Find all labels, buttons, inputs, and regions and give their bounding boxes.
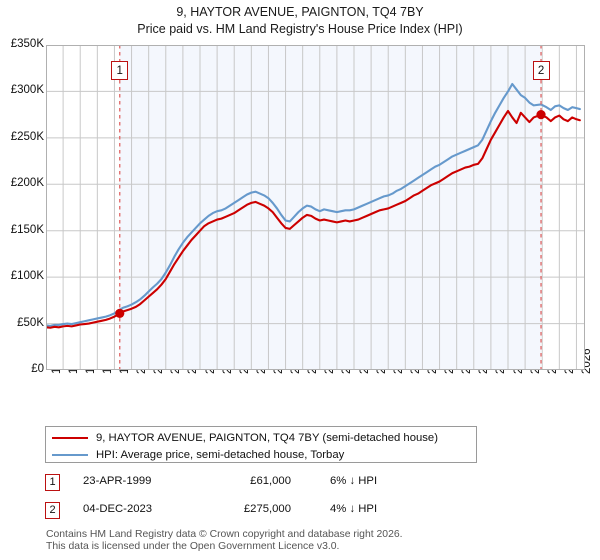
transaction-date-1: 23-APR-1999 (83, 475, 152, 487)
y-axis-tick-label: £100K (10, 270, 44, 283)
y-axis-tick-label: £300K (10, 84, 44, 97)
y-axis-tick-label: £350K (10, 38, 44, 50)
page-title: 9, HAYTOR AVENUE, PAIGNTON, TQ4 7BY Pric… (0, 4, 600, 38)
chart-plot-area (46, 45, 585, 370)
table-row: 2 04-DEC-2023 £275,000 4% ↓ HPI (45, 502, 485, 522)
chart-legend: 9, HAYTOR AVENUE, PAIGNTON, TQ4 7BY (sem… (45, 426, 477, 463)
page-title-subtitle: Price paid vs. HM Land Registry's House … (137, 22, 463, 36)
y-axis-labels: £0 £50K £100K £150K £200K £250K £300K £350K (0, 0, 44, 560)
page-title-line1: 9, HAYTOR AVENUE, PAIGNTON, TQ4 7BY (176, 5, 424, 19)
transaction-hpi-delta-1: 6% ↓ HPI (330, 475, 378, 487)
y-axis-tick-label: £0 (31, 363, 44, 375)
legend-swatch-hpi (52, 453, 88, 456)
transaction-badge-1: 1 (45, 474, 60, 491)
chart-marker-1: 1 (111, 61, 129, 80)
y-axis-tick-label: £250K (10, 130, 44, 143)
chart-marker-2: 2 (532, 61, 550, 80)
footer-line-1: Contains HM Land Registry data © Crown c… (46, 529, 403, 540)
legend-swatch-property (52, 436, 88, 439)
transaction-badge-2: 2 (45, 502, 60, 519)
legend-label-property: 9, HAYTOR AVENUE, PAIGNTON, TQ4 7BY (sem… (96, 431, 438, 444)
transaction-price-2: £275,000 (243, 503, 291, 515)
transaction-price-1: £61,000 (250, 475, 291, 487)
y-axis-tick-label: £200K (10, 177, 44, 190)
y-axis-tick-label: £50K (17, 316, 44, 329)
transaction-hpi-delta-2: 4% ↓ HPI (330, 503, 378, 515)
chart-svg (46, 45, 585, 370)
transaction-date-2: 04-DEC-2023 (83, 503, 153, 515)
table-row: 1 23-APR-1999 £61,000 6% ↓ HPI (45, 474, 485, 494)
footer-line-2: This data is licensed under the Open Gov… (46, 540, 340, 552)
footer-attribution: Contains HM Land Registry data © Crown c… (46, 529, 586, 552)
legend-label-hpi: HPI: Average price, semi-detached house,… (96, 448, 345, 461)
y-axis-tick-label: £150K (10, 223, 44, 236)
legend-item-hpi: HPI: Average price, semi-detached house,… (46, 446, 476, 463)
legend-item-property: 9, HAYTOR AVENUE, PAIGNTON, TQ4 7BY (sem… (46, 429, 476, 446)
